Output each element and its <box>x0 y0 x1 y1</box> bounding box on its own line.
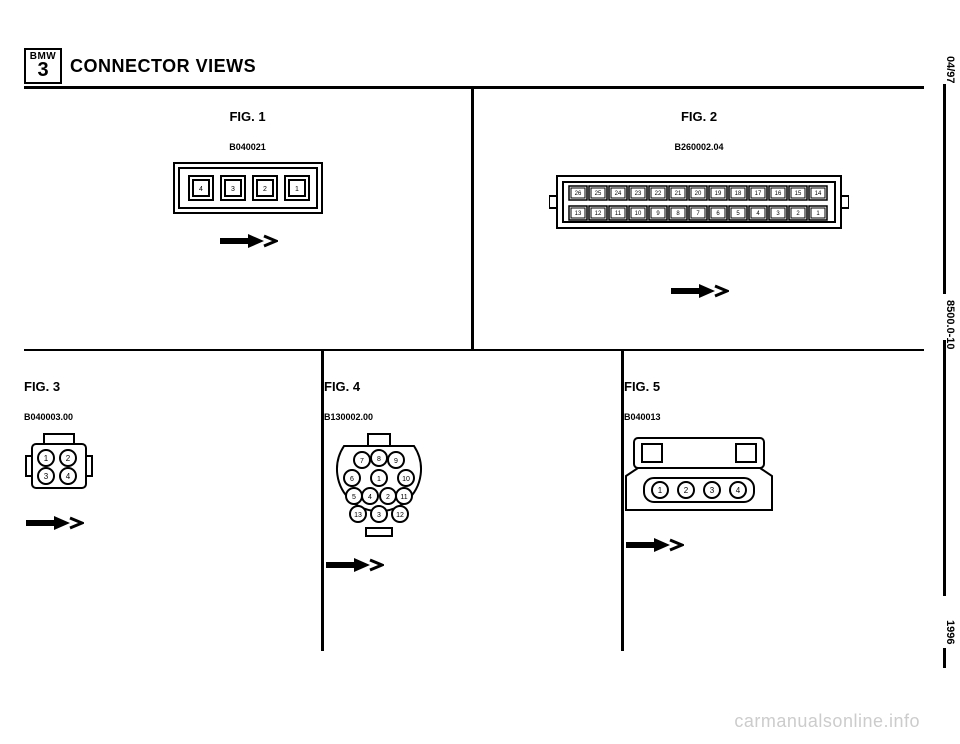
fig5-arrow <box>624 536 684 554</box>
fig2-part: B260002.04 <box>674 142 723 152</box>
bmw-badge: BMW 3 <box>24 48 62 84</box>
svg-text:23: 23 <box>635 191 642 197</box>
svg-text:10: 10 <box>635 211 642 217</box>
svg-text:2: 2 <box>263 186 267 193</box>
svg-text:25: 25 <box>595 191 602 197</box>
svg-text:10: 10 <box>402 476 410 483</box>
svg-text:11: 11 <box>400 494 407 501</box>
svg-text:3: 3 <box>44 472 49 481</box>
svg-text:11: 11 <box>615 211 622 217</box>
svg-text:15: 15 <box>795 191 802 197</box>
svg-text:20: 20 <box>695 191 702 197</box>
fig5-label: FIG. 5 <box>624 379 924 394</box>
fig2-cell: FIG. 2 B260002.04 26 25 24 23 22 21 20 19 18 17 16… <box>474 89 924 349</box>
fig5-connector: 1 2 3 4 <box>624 432 774 522</box>
fig3-connector: 1 2 3 4 <box>24 432 94 496</box>
svg-text:21: 21 <box>675 191 682 197</box>
svg-text:1: 1 <box>44 454 49 463</box>
svg-text:12: 12 <box>396 512 404 519</box>
fig3-arrow <box>24 514 84 532</box>
fig1-part: B040021 <box>229 142 266 152</box>
svg-text:4: 4 <box>736 486 741 495</box>
svg-text:1: 1 <box>377 476 381 483</box>
fig2-connector: 2625242322212019181716151413121110987654… <box>549 162 849 242</box>
fig5-part: B040013 <box>624 412 924 422</box>
svg-text:16: 16 <box>775 191 782 197</box>
badge-model: 3 <box>37 60 48 80</box>
svg-text:3: 3 <box>377 512 381 519</box>
svg-text:4: 4 <box>66 472 71 481</box>
fig3-cell: FIG. 3 B040003.00 1 2 3 4 <box>24 351 324 651</box>
fig1-cell: FIG. 1 B040021 4 3 2 1 <box>24 89 474 349</box>
fig3-part: B040003.00 <box>24 412 321 422</box>
fig4-arrow <box>324 556 384 574</box>
watermark: carmanualsonline.info <box>734 711 920 732</box>
fig4-part: B130002.00 <box>324 412 621 422</box>
side-bar-3 <box>943 648 946 668</box>
fig4-cell: FIG. 4 B130002.00 7 8 9 6 1 10 5 4 2 11 13 3 12 <box>324 351 624 651</box>
svg-text:1: 1 <box>295 186 299 193</box>
svg-text:17: 17 <box>755 191 762 197</box>
svg-text:26: 26 <box>575 191 582 197</box>
fig2-label: FIG. 2 <box>681 109 717 124</box>
fig4-label: FIG. 4 <box>324 379 621 394</box>
svg-text:2: 2 <box>66 454 71 463</box>
svg-text:24: 24 <box>615 191 622 197</box>
svg-text:18: 18 <box>735 191 742 197</box>
svg-text:3: 3 <box>710 486 715 495</box>
fig3-label: FIG. 3 <box>24 379 321 394</box>
fig1-label: FIG. 1 <box>229 109 265 124</box>
svg-text:7: 7 <box>360 458 364 465</box>
svg-text:19: 19 <box>715 191 722 197</box>
svg-text:4: 4 <box>199 186 203 193</box>
svg-text:22: 22 <box>655 191 662 197</box>
svg-text:1: 1 <box>658 486 663 495</box>
svg-text:6: 6 <box>350 476 354 483</box>
svg-text:2: 2 <box>684 486 689 495</box>
side-bar-1 <box>943 84 946 294</box>
svg-text:9: 9 <box>394 458 398 465</box>
fig2-arrow <box>669 282 729 300</box>
fig1-arrow <box>218 232 278 250</box>
svg-text:8: 8 <box>377 456 381 463</box>
side-year: 1996 <box>944 620 956 644</box>
svg-text:13: 13 <box>575 211 582 217</box>
svg-text:4: 4 <box>368 494 372 501</box>
fig1-connector: 4 3 2 1 <box>173 162 323 218</box>
svg-text:5: 5 <box>352 494 356 501</box>
page-title: CONNECTOR VIEWS <box>70 56 256 77</box>
svg-text:12: 12 <box>595 211 602 217</box>
svg-text:14: 14 <box>815 191 822 197</box>
svg-text:2: 2 <box>386 494 390 501</box>
fig4-connector: 7 8 9 6 1 10 5 4 2 11 13 3 12 <box>324 432 434 542</box>
side-bar-2 <box>943 340 946 596</box>
svg-text:3: 3 <box>231 186 235 193</box>
fig5-cell: FIG. 5 B040013 1 2 3 4 <box>624 351 924 651</box>
side-date: 04/97 <box>944 56 956 84</box>
svg-text:13: 13 <box>354 512 362 519</box>
